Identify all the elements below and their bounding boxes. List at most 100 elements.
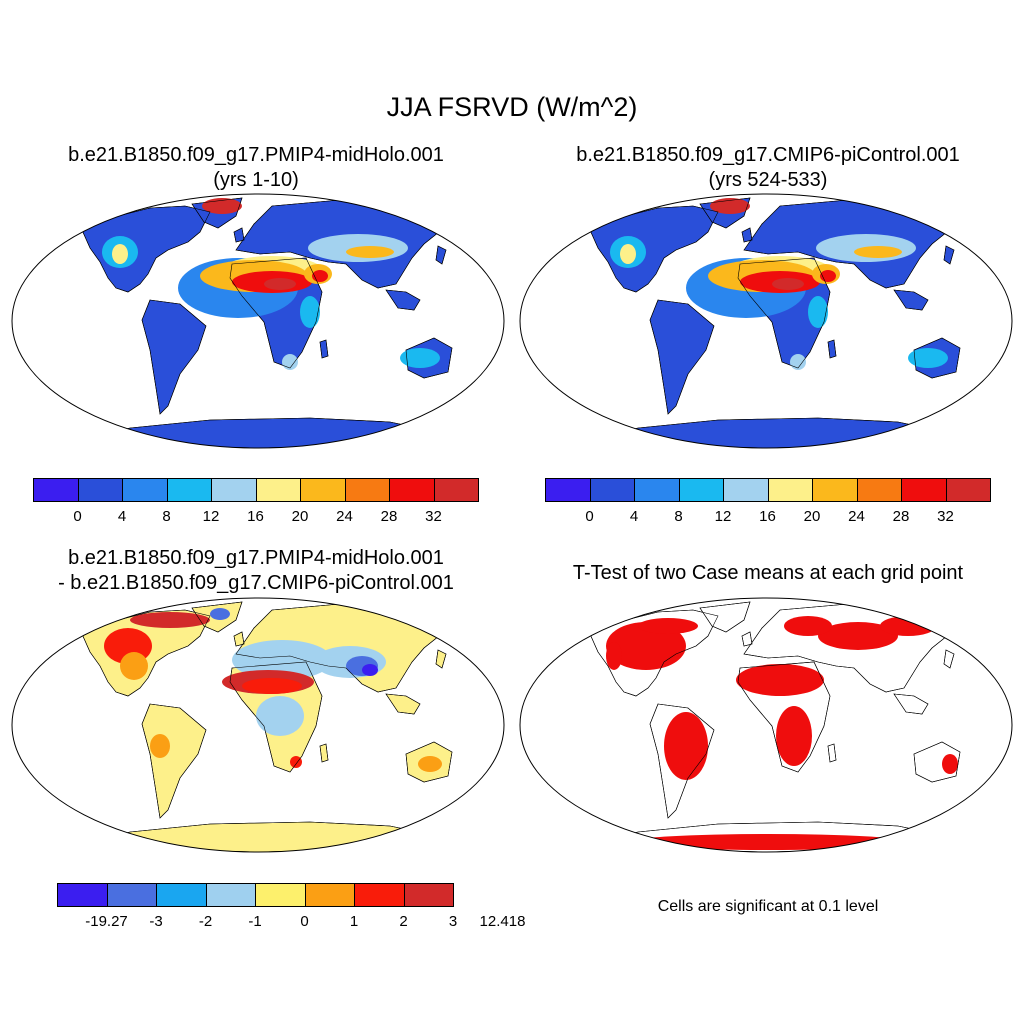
coastline [235, 603, 451, 693]
continent-antarctica [101, 821, 439, 852]
colorbar-box [77, 478, 123, 502]
coastline [737, 661, 831, 773]
colorbar-tick-label: 0 [300, 913, 309, 930]
colorbar-box [545, 478, 591, 502]
colorbar-tick-label: 12.418 [479, 913, 526, 930]
map-boundary [11, 193, 505, 449]
map-panel-difference [11, 597, 505, 853]
continent-seasia [893, 289, 929, 311]
coastline [737, 257, 831, 369]
field-region [150, 734, 170, 758]
field-region [606, 622, 686, 670]
panel-1-case-name: b.e21.B1850.f09_g17.PMIP4-midHolo.001 [68, 144, 444, 166]
colorbar-tick-label: -19.27 [85, 913, 128, 930]
colorbar-tick-label: 2 [399, 913, 408, 930]
coastline [741, 631, 753, 647]
coastline [913, 337, 961, 379]
field-region [818, 622, 898, 650]
coastline [191, 601, 243, 633]
continent-madagascar [319, 743, 329, 763]
coastline [743, 199, 959, 289]
field-region [880, 616, 936, 636]
continent-antarctica [101, 417, 439, 448]
colorbar-tick-label: 4 [117, 508, 127, 525]
colorbar-box [166, 478, 212, 502]
colorbar-box [945, 478, 991, 502]
colorbar-tick-label: -2 [198, 913, 213, 930]
coastline [649, 703, 715, 819]
field-region [112, 244, 128, 264]
map-panel-ttest [519, 597, 1013, 853]
coastline [699, 197, 751, 229]
colorbar-box [304, 883, 355, 907]
main-title: JJA FSRVD (W/m^2) [386, 92, 638, 122]
coastline [141, 703, 207, 819]
continent-southAmerica [141, 299, 207, 415]
colorbar-box [211, 478, 257, 502]
colorbar-box [255, 478, 301, 502]
colorbar-box [354, 883, 405, 907]
coastline [699, 601, 751, 633]
field-region [808, 296, 828, 328]
panel-3-title: b.e21.B1850.f09_g17.PMIP4-midHolo.001 - … [0, 546, 512, 596]
colorbar-tick-label: 0 [585, 508, 594, 525]
colorbar-tick-label: 4 [629, 508, 639, 525]
coastline [233, 227, 245, 243]
coastline [229, 257, 323, 369]
field-region [210, 608, 230, 620]
colorbar-tick-label: 32 [937, 508, 954, 525]
colorbar-tick-label: 28 [380, 508, 398, 525]
continent-madagascar [319, 339, 329, 359]
coastline [319, 743, 329, 763]
colorbar-box [344, 478, 390, 502]
map-boundary [519, 597, 1013, 853]
coastline [233, 631, 245, 647]
coastline [827, 743, 837, 763]
panel-4-title: T-Test of two Case means at each grid po… [572, 562, 964, 584]
colorbar-tick-label: 28 [892, 508, 910, 525]
field-region [256, 696, 304, 736]
colorbar-tick-label: 3 [448, 913, 458, 930]
significance-note: Cells are significant at 0.1 level [657, 898, 879, 915]
colorbar-box [122, 478, 168, 502]
coastline [649, 299, 715, 415]
map-panel-picontrol [519, 193, 1013, 449]
coastline [319, 339, 329, 359]
colorbar-box [33, 478, 79, 502]
colorbar-tick-label: 16 [759, 508, 776, 525]
coastline [943, 649, 955, 669]
continent-seasia [385, 693, 421, 715]
panel-2-years: (yrs 524-533) [708, 169, 828, 191]
field-region [282, 354, 298, 370]
coastline [893, 289, 929, 311]
colorbar-box [634, 478, 680, 502]
colorbar-box [57, 883, 108, 907]
colorbar-box [678, 478, 724, 502]
continent-madagascar [827, 339, 837, 359]
field-region [942, 754, 958, 774]
colorbar-tick-label: 12 [202, 508, 220, 525]
land-layer [589, 601, 961, 852]
coastline [81, 609, 211, 697]
coastline [191, 197, 243, 229]
continent-seasia [385, 289, 421, 311]
colorbar-box [300, 478, 346, 502]
land-layer [589, 197, 961, 448]
coastline [943, 245, 955, 265]
field-region [418, 756, 442, 772]
field-region [776, 706, 812, 766]
field-region [664, 712, 708, 780]
colorbar-tick-label: 8 [162, 508, 171, 525]
colorbar-tick-label: 12 [714, 508, 732, 525]
colorbar-tick-label: -3 [149, 913, 163, 930]
panel-1-title: b.e21.B1850.f09_g17.PMIP4-midHolo.001 (y… [0, 143, 512, 193]
field-region [242, 678, 302, 694]
colorbar-box [255, 883, 306, 907]
field-region [620, 244, 636, 264]
colorbar-tick-label: 32 [425, 508, 442, 525]
coastline [589, 205, 719, 293]
field-region [300, 296, 320, 328]
colorbar-box [856, 478, 902, 502]
colorbar-tick-label: 20 [803, 508, 821, 525]
coastline [405, 337, 453, 379]
